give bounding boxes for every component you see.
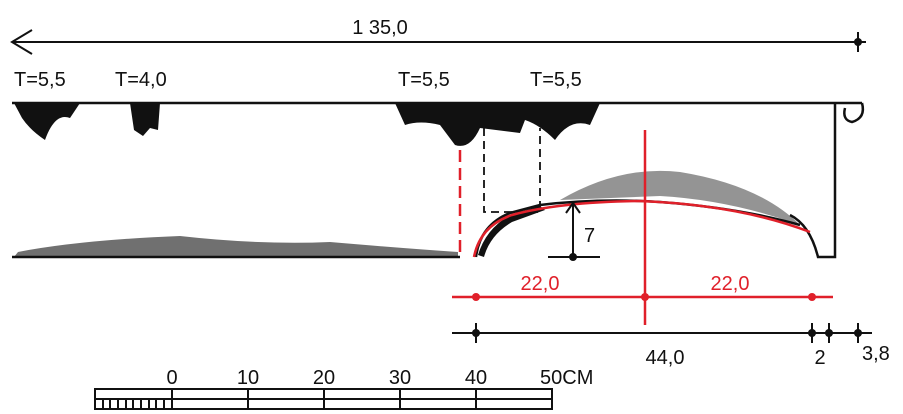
red-dimension-label: 22,0 xyxy=(711,273,750,295)
thickness-label: T=5,5 xyxy=(530,69,582,91)
scale-label: 50CM xyxy=(540,367,593,389)
top-dimension xyxy=(10,29,866,55)
scale-label: 40 xyxy=(465,367,487,389)
red-dots xyxy=(472,293,816,301)
hidden-outline xyxy=(483,128,541,213)
dimension-dot xyxy=(569,253,577,261)
scale-bar xyxy=(94,388,553,410)
scale-label: 10 xyxy=(237,367,259,389)
thickness-label: T=4,0 xyxy=(115,69,167,91)
dimension-label: 1 35,0 xyxy=(352,17,408,39)
scale-label: 30 xyxy=(389,367,411,389)
dimension-label: 3,8 xyxy=(862,343,890,365)
dimension-dots xyxy=(472,329,862,337)
scale-label: 20 xyxy=(313,367,335,389)
red-dimension-label: 22,0 xyxy=(521,273,560,295)
dimension-label: 44,0 xyxy=(646,347,685,369)
height-label: 7 xyxy=(584,225,595,247)
scale-label: 0 xyxy=(166,367,177,389)
dimension-label: 2 xyxy=(814,347,825,369)
thickness-label: T=5,5 xyxy=(398,69,450,91)
dimension-dot xyxy=(854,38,862,46)
thickness-label: T=5,5 xyxy=(14,69,66,91)
texture xyxy=(14,103,800,257)
